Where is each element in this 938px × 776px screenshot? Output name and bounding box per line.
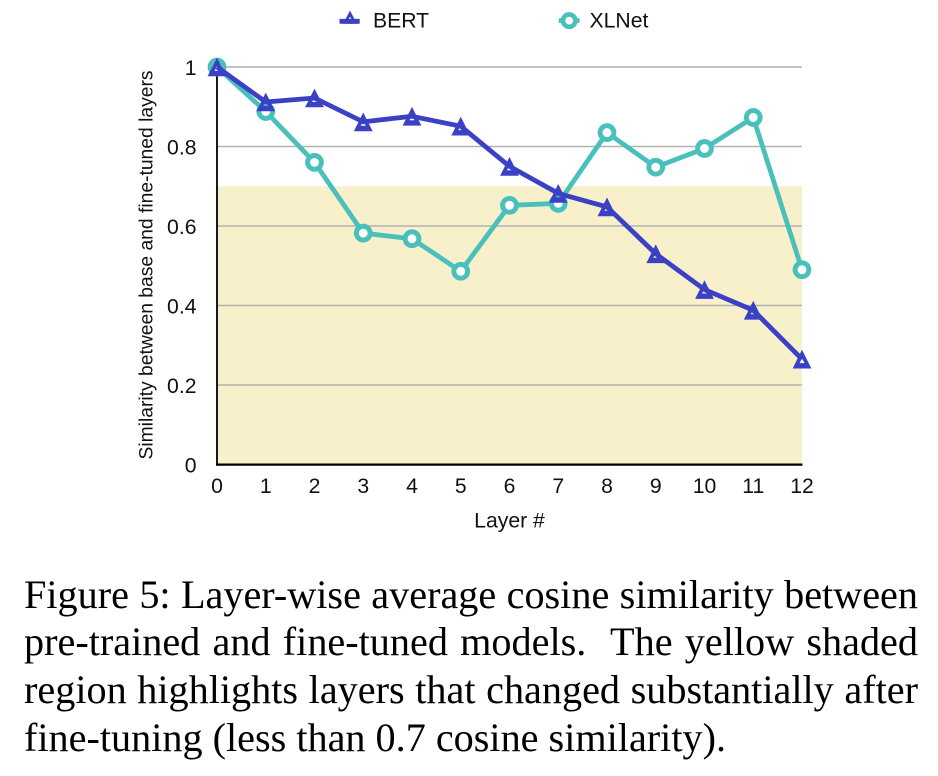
svg-text:12: 12 xyxy=(790,475,814,498)
svg-text:BERT: BERT xyxy=(373,10,429,33)
svg-text:0.6: 0.6 xyxy=(167,216,196,239)
svg-text:11: 11 xyxy=(742,475,764,498)
svg-text:4: 4 xyxy=(406,475,418,498)
svg-text:0: 0 xyxy=(211,475,223,498)
svg-text:3: 3 xyxy=(357,475,369,498)
svg-text:0.2: 0.2 xyxy=(167,375,196,398)
svg-text:9: 9 xyxy=(650,475,662,498)
svg-text:10: 10 xyxy=(693,475,717,498)
svg-text:8: 8 xyxy=(601,475,613,498)
svg-text:0.4: 0.4 xyxy=(167,295,197,318)
svg-text:7: 7 xyxy=(552,475,564,498)
svg-text:5: 5 xyxy=(455,475,467,498)
svg-text:2: 2 xyxy=(309,475,321,498)
svg-text:0.8: 0.8 xyxy=(167,136,196,159)
svg-text:Similarity between base and fi: Similarity between base and fine-tuned l… xyxy=(137,70,158,459)
svg-text:XLNet: XLNet xyxy=(590,10,649,33)
svg-text:6: 6 xyxy=(504,475,516,498)
svg-text:Layer #: Layer # xyxy=(474,510,545,533)
svg-text:1: 1 xyxy=(185,57,197,80)
svg-text:0: 0 xyxy=(185,454,197,477)
svg-text:1: 1 xyxy=(260,475,272,498)
